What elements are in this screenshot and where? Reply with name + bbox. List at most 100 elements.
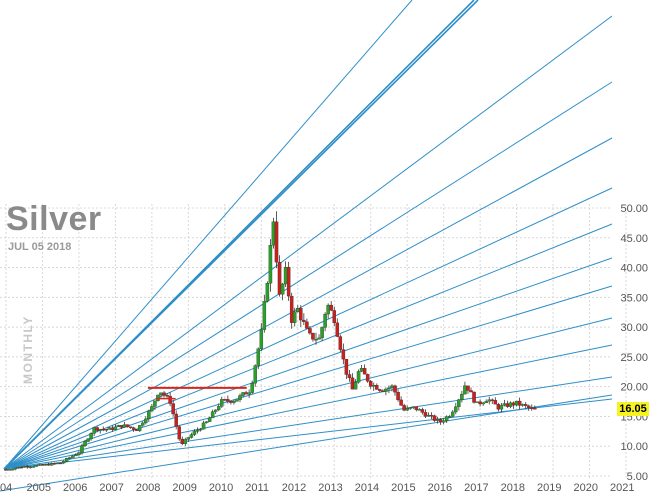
candle-body — [113, 426, 118, 430]
candle-body — [314, 339, 318, 341]
candle-body — [65, 458, 69, 462]
candle-body — [408, 407, 412, 409]
candle-body — [201, 422, 206, 430]
candle-body — [381, 390, 385, 392]
candle-body — [305, 321, 309, 329]
candle-body — [271, 221, 276, 246]
candle-body — [238, 395, 242, 400]
candle-body — [326, 304, 330, 315]
candle-body — [417, 409, 422, 411]
fan-line — [3, 0, 413, 470]
candle-body — [198, 428, 203, 431]
candle-body — [229, 401, 233, 403]
x-tick-label: 2010 — [209, 482, 233, 494]
candle-body — [441, 420, 446, 423]
candle-body — [292, 311, 297, 323]
candle-body — [131, 427, 136, 430]
candle-body — [31, 466, 36, 468]
candle-body — [511, 402, 516, 406]
candle-body — [396, 392, 400, 401]
candle-body — [226, 399, 230, 402]
candle-body — [493, 400, 498, 405]
candle-body — [107, 427, 112, 430]
candle-body — [137, 425, 142, 431]
x-tick-label: 2021 — [610, 482, 634, 494]
candle-body — [484, 401, 488, 404]
candle-body — [265, 283, 270, 302]
fan-line — [3, 317, 613, 470]
candle-body — [223, 399, 227, 401]
candle-body — [104, 429, 109, 431]
fan-lines — [0, 0, 613, 492]
candle-body — [472, 391, 476, 403]
x-axis: 04 2005 2006 2007 2008 2009 2010 2011 2012 2013 20… — [0, 482, 634, 494]
candle-body — [368, 381, 373, 387]
candle-body — [74, 454, 78, 457]
y-tick-label: 10.00 — [620, 441, 648, 453]
candle-body — [86, 438, 90, 442]
candle-body — [308, 328, 312, 334]
fan-line — [3, 344, 613, 470]
candle-body — [204, 421, 209, 424]
candle-body — [247, 392, 251, 395]
resistance-lines — [147, 386, 247, 400]
x-tick-label: 2013 — [318, 482, 342, 494]
candle-body — [183, 439, 188, 445]
candle-body — [37, 464, 42, 466]
candle-body — [89, 433, 93, 440]
candle-body — [341, 349, 346, 360]
candle-body — [393, 385, 397, 393]
fan-line — [3, 223, 613, 470]
x-tick-label: 2007 — [99, 482, 123, 494]
candle-body — [423, 412, 428, 417]
candle-body — [329, 304, 333, 311]
last-price-badge: 16.05 — [617, 402, 649, 416]
candle-body — [517, 400, 522, 406]
candle-body — [451, 411, 455, 417]
candle-body — [256, 348, 261, 366]
candle-body — [110, 427, 115, 430]
candle-body — [55, 462, 60, 465]
candle-body — [320, 327, 324, 339]
x-tick-label: 2020 — [574, 482, 598, 494]
candle-body — [353, 381, 358, 390]
candle-body — [95, 427, 99, 431]
y-tick-label: 40.00 — [620, 263, 648, 275]
candle-body — [71, 455, 75, 458]
x-tick-label: 2018 — [501, 482, 525, 494]
candle-body — [299, 308, 303, 321]
candle-body — [43, 464, 48, 466]
candle-body — [141, 422, 145, 426]
candle-body — [447, 416, 452, 418]
candle-body — [499, 405, 504, 410]
candle-body — [119, 425, 124, 428]
candle-body — [533, 407, 537, 410]
x-tick-label: 2016 — [428, 482, 452, 494]
candle-body — [92, 427, 96, 434]
candle-body — [478, 401, 482, 405]
candle-body — [186, 437, 191, 440]
candle-body — [13, 467, 17, 470]
candle-body — [463, 385, 467, 395]
candle-body — [125, 424, 130, 427]
x-tick-label: 2008 — [136, 482, 160, 494]
candle-body — [432, 415, 437, 421]
candle-body — [356, 371, 361, 383]
candle-body — [192, 431, 197, 435]
x-tick-label: 2015 — [391, 482, 415, 494]
candle-body — [426, 415, 431, 417]
fan-line — [3, 257, 613, 470]
candle-body — [508, 402, 513, 407]
x-tick-label: 2017 — [464, 482, 488, 494]
candle-body — [457, 399, 461, 407]
candle-body — [475, 401, 479, 403]
candle-body — [302, 319, 306, 322]
candle-body — [411, 406, 416, 408]
candle-body — [399, 399, 403, 406]
candle-body — [10, 469, 14, 471]
candle-body — [469, 390, 473, 393]
candle-body — [487, 399, 491, 402]
candle-body — [335, 322, 340, 337]
candle-body — [147, 410, 151, 420]
